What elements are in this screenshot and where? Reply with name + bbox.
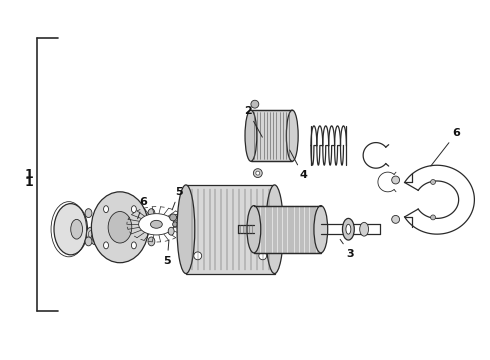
Ellipse shape — [108, 212, 132, 243]
Ellipse shape — [139, 214, 174, 235]
Ellipse shape — [253, 169, 262, 177]
Ellipse shape — [251, 100, 259, 108]
Text: 5: 5 — [172, 187, 183, 210]
Ellipse shape — [247, 206, 261, 253]
Text: 1: 1 — [25, 176, 34, 189]
Ellipse shape — [170, 214, 176, 221]
Ellipse shape — [259, 252, 267, 260]
Ellipse shape — [92, 192, 148, 263]
Ellipse shape — [360, 222, 368, 236]
Ellipse shape — [431, 180, 436, 184]
Ellipse shape — [92, 220, 101, 238]
Ellipse shape — [103, 206, 108, 213]
Ellipse shape — [148, 237, 155, 246]
Ellipse shape — [131, 206, 136, 213]
Ellipse shape — [392, 215, 399, 223]
Text: 1: 1 — [24, 168, 33, 181]
Ellipse shape — [245, 110, 257, 161]
Ellipse shape — [177, 185, 195, 274]
Ellipse shape — [85, 209, 92, 217]
Ellipse shape — [85, 237, 92, 246]
Ellipse shape — [172, 222, 177, 227]
Ellipse shape — [103, 242, 108, 249]
Bar — [254, 206, 321, 253]
Ellipse shape — [266, 185, 283, 274]
Ellipse shape — [346, 224, 351, 234]
Ellipse shape — [71, 219, 82, 239]
Ellipse shape — [86, 227, 95, 241]
Ellipse shape — [91, 234, 98, 244]
Ellipse shape — [314, 206, 328, 253]
Ellipse shape — [286, 110, 298, 161]
Text: 6: 6 — [138, 197, 147, 219]
Ellipse shape — [431, 215, 436, 220]
Ellipse shape — [54, 204, 88, 255]
Ellipse shape — [256, 171, 260, 175]
Ellipse shape — [194, 252, 202, 260]
Bar — [251, 110, 292, 161]
Text: 3: 3 — [340, 239, 354, 259]
Ellipse shape — [148, 209, 155, 217]
Ellipse shape — [131, 242, 136, 249]
Ellipse shape — [168, 227, 174, 235]
Text: 6: 6 — [431, 128, 461, 166]
Text: 2: 2 — [244, 106, 262, 137]
Bar — [186, 185, 274, 274]
Ellipse shape — [392, 176, 399, 184]
Text: 4: 4 — [290, 150, 307, 180]
Ellipse shape — [343, 219, 354, 240]
Text: 5: 5 — [163, 240, 171, 266]
Ellipse shape — [150, 220, 162, 228]
